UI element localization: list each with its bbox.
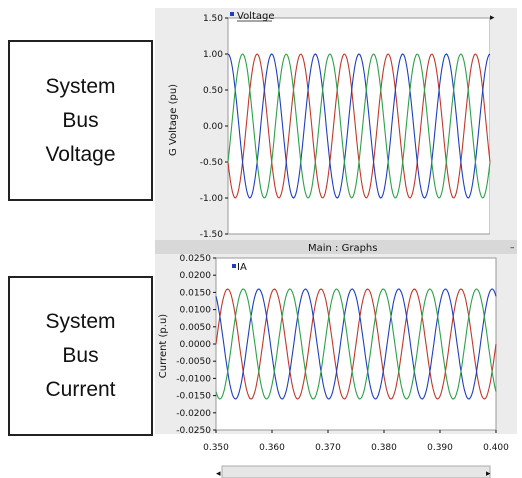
current-series-line-1 bbox=[215, 288, 497, 400]
voltage-legend-label: Voltage bbox=[237, 11, 275, 22]
voltage-y-tick-label: -1.50 bbox=[200, 230, 224, 240]
current-y-tick-label: -0.0150 bbox=[176, 392, 211, 402]
current-series-line-2 bbox=[215, 288, 497, 400]
current-y-axis-label: Current (p.u) bbox=[158, 314, 169, 379]
current-y-tick-label: -0.0250 bbox=[176, 426, 211, 436]
voltage-caption-line3: Voltage bbox=[45, 142, 116, 166]
voltage-y-axis-label: G Voltage (pu) bbox=[168, 84, 179, 156]
current-x-tick-label: 0.350 bbox=[203, 443, 229, 453]
scroll-left-icon[interactable]: ◂ bbox=[216, 469, 221, 478]
scroll-right-icon[interactable]: ▸ bbox=[486, 469, 491, 478]
current-y-tick-label: 0.0200 bbox=[180, 271, 212, 281]
current-x-tick-label: 0.390 bbox=[427, 443, 453, 453]
current-x-tick-label: 0.360 bbox=[259, 443, 285, 453]
current-y-tick-label: -0.0100 bbox=[176, 374, 211, 384]
graph-divider-title: Main : Graphs bbox=[308, 243, 377, 254]
current-y-tick-label: 0.0150 bbox=[180, 288, 212, 298]
voltage-y-tick-label: -1.00 bbox=[200, 194, 224, 204]
current-y-tick-label: 0.0050 bbox=[180, 323, 212, 333]
voltage-series-line-2 bbox=[227, 53, 491, 199]
voltage-series-line-3 bbox=[227, 53, 491, 199]
current-y-tick-label: 0.0100 bbox=[180, 306, 212, 316]
voltage-plot-area bbox=[227, 17, 491, 235]
current-caption-box: System Bus Current bbox=[8, 276, 153, 436]
voltage-y-tick-label: -0.50 bbox=[200, 158, 224, 168]
current-caption-line1: System bbox=[45, 310, 116, 333]
current-y-tick-label: 0.0250 bbox=[180, 254, 212, 264]
voltage-scrollbar[interactable] bbox=[490, 8, 517, 240]
voltage-y-tick-label: 1.00 bbox=[203, 50, 223, 60]
current-legend-label: IA bbox=[237, 262, 247, 273]
current-y-tick-label: 0.0000 bbox=[180, 340, 212, 350]
current-legend-swatch bbox=[232, 264, 236, 268]
voltage-legend-swatch bbox=[230, 12, 234, 16]
current-y-tick-label: -0.0200 bbox=[176, 409, 211, 419]
voltage-y-tick-label: 1.50 bbox=[203, 14, 223, 24]
voltage-y-tick-label: 0.50 bbox=[203, 86, 223, 96]
current-x-tick-label: 0.370 bbox=[315, 443, 341, 453]
voltage-caption-line1: System bbox=[45, 74, 116, 98]
voltage-caption-line2: Bus bbox=[62, 108, 99, 132]
voltage-y-tick-label: 0.00 bbox=[203, 122, 223, 132]
divider-dash-icon: – bbox=[510, 243, 515, 253]
scroll-arrow-icon[interactable]: ▸ bbox=[490, 13, 495, 23]
current-y-tick-label: -0.0050 bbox=[176, 357, 211, 367]
current-caption-line3: Current bbox=[45, 378, 116, 401]
horizontal-scrollbar[interactable] bbox=[221, 465, 491, 478]
current-caption-line2: Bus bbox=[62, 344, 99, 367]
current-x-tick-label: 0.380 bbox=[371, 443, 397, 453]
current-x-tick-label: 0.400 bbox=[483, 443, 509, 453]
voltage-caption-box: System Bus Voltage bbox=[8, 40, 153, 201]
graph-divider-bar bbox=[155, 240, 517, 254]
current-series-line-3 bbox=[215, 288, 497, 400]
